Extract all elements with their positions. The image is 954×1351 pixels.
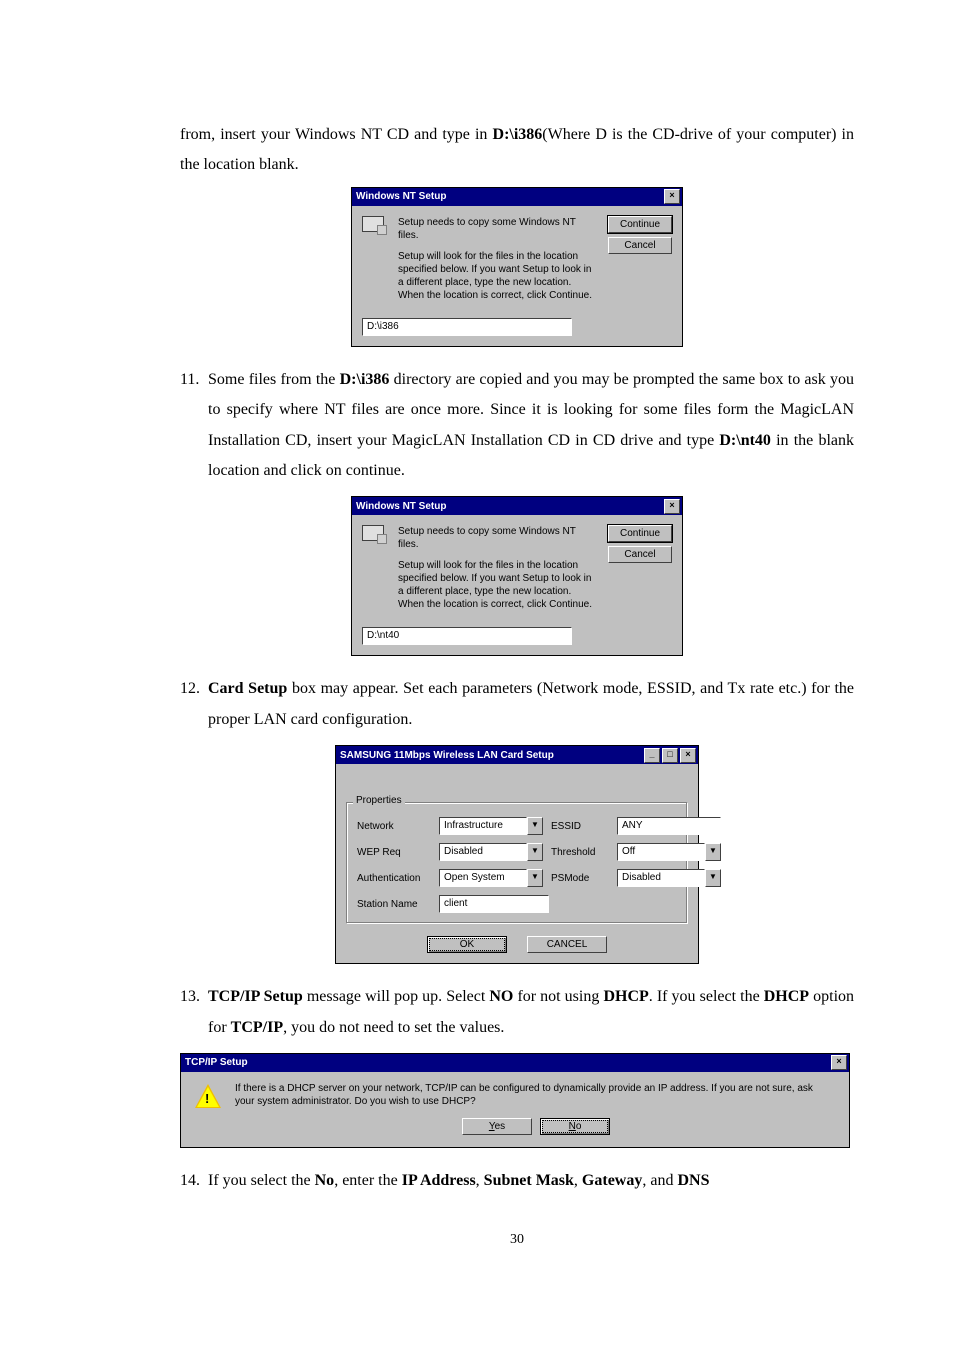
label-wepreq: WEP Req	[357, 847, 431, 858]
tcpip-setup-dialog: TCP/IP Setup × If there is a DHCP server…	[180, 1053, 850, 1148]
chevron-down-icon[interactable]: ▼	[705, 869, 721, 887]
label-auth: Authentication	[357, 873, 431, 884]
wepreq-combo[interactable]: Disabled ▼	[439, 843, 543, 861]
station-input[interactable]: client	[439, 895, 549, 913]
dialog1-title: Windows NT Setup	[356, 191, 446, 202]
auth-combo[interactable]: Open System ▼	[439, 869, 543, 887]
page-number: 30	[180, 1232, 854, 1248]
essid-input[interactable]: ANY	[617, 817, 721, 835]
yes-rest: es	[495, 1121, 506, 1132]
item11-text: Some files from the D:\i386 directory ar…	[208, 365, 854, 487]
dialog1-msg-a: Setup needs to copy some Windows NT file…	[398, 216, 598, 242]
dialog2-title: Windows NT Setup	[356, 501, 446, 512]
psmode-value: Disabled	[617, 869, 705, 887]
properties-group-label: Properties	[353, 795, 405, 806]
yes-button[interactable]: Yes	[462, 1118, 532, 1135]
item-num-12: 12.	[180, 674, 208, 741]
intro-bold: D:\i386	[493, 126, 543, 143]
path-input-1[interactable]: D:\i386	[362, 318, 572, 336]
folder-icon	[362, 525, 388, 551]
auth-value: Open System	[439, 869, 527, 887]
nt-setup-dialog-2: Windows NT Setup × Setup needs to copy s…	[351, 496, 683, 656]
psmode-combo[interactable]: Disabled ▼	[617, 869, 721, 887]
dialog1-titlebar: Windows NT Setup ×	[352, 188, 682, 206]
dialog2-msg-a: Setup needs to copy some Windows NT file…	[398, 525, 598, 551]
dialog3-title: SAMSUNG 11Mbps Wireless LAN Card Setup	[340, 750, 554, 761]
chevron-down-icon[interactable]: ▼	[527, 817, 543, 835]
wepreq-value: Disabled	[439, 843, 527, 861]
item-num-13: 13.	[180, 982, 208, 1049]
tcpip-message: If there is a DHCP server on your networ…	[235, 1082, 837, 1108]
continue-button[interactable]: Continue	[608, 216, 672, 233]
properties-group: Properties Network Infrastructure ▼ ESSI…	[346, 802, 688, 924]
item12-text: Card Setup box may appear. Set each para…	[208, 674, 854, 735]
no-rest: o	[576, 1121, 582, 1132]
dialog2-msg-b: Setup will look for the files in the loc…	[398, 559, 598, 611]
chevron-down-icon[interactable]: ▼	[527, 843, 543, 861]
close-icon[interactable]: ×	[664, 189, 680, 204]
no-button[interactable]: No	[540, 1118, 610, 1135]
intro-paragraph: from, insert your Windows NT CD and type…	[180, 120, 854, 181]
label-essid: ESSID	[551, 821, 609, 832]
dialog3-titlebar: SAMSUNG 11Mbps Wireless LAN Card Setup _…	[336, 746, 698, 764]
chevron-down-icon[interactable]: ▼	[705, 843, 721, 861]
threshold-value: Off	[617, 843, 705, 861]
close-icon[interactable]: ×	[664, 499, 680, 514]
item14-text: If you select the No, enter the IP Addre…	[208, 1166, 854, 1196]
warning-icon	[195, 1084, 221, 1108]
label-station: Station Name	[357, 899, 431, 910]
item-num-11: 11.	[180, 365, 208, 493]
close-icon[interactable]: ×	[680, 748, 696, 763]
nt-setup-dialog-1: Windows NT Setup × Setup needs to copy s…	[351, 187, 683, 347]
label-psmode: PSMode	[551, 873, 609, 884]
cancel-button[interactable]: Cancel	[608, 546, 672, 563]
dialog1-msg-b: Setup will look for the files in the loc…	[398, 250, 598, 302]
cancel-button[interactable]: Cancel	[608, 237, 672, 254]
dialog4-titlebar: TCP/IP Setup ×	[181, 1054, 849, 1072]
path-input-2[interactable]: D:\nt40	[362, 627, 572, 645]
card-setup-dialog: SAMSUNG 11Mbps Wireless LAN Card Setup _…	[335, 745, 699, 964]
chevron-down-icon[interactable]: ▼	[527, 869, 543, 887]
ok-button[interactable]: OK	[427, 936, 507, 953]
label-network: Network	[357, 821, 431, 832]
intro-a: from, insert your Windows NT CD and type…	[180, 126, 493, 143]
continue-button[interactable]: Continue	[608, 525, 672, 542]
cancel-button[interactable]: CANCEL	[527, 936, 607, 953]
dialog2-titlebar: Windows NT Setup ×	[352, 497, 682, 515]
item-num-14: 14.	[180, 1166, 208, 1202]
item13-text: TCP/IP Setup message will pop up. Select…	[208, 982, 854, 1043]
folder-icon	[362, 216, 388, 242]
minimize-icon[interactable]: _	[644, 748, 660, 763]
threshold-combo[interactable]: Off ▼	[617, 843, 721, 861]
dialog4-title: TCP/IP Setup	[185, 1057, 248, 1068]
network-combo[interactable]: Infrastructure ▼	[439, 817, 543, 835]
network-value: Infrastructure	[439, 817, 527, 835]
maximize-icon[interactable]: □	[662, 748, 678, 763]
close-icon[interactable]: ×	[831, 1055, 847, 1070]
label-threshold: Threshold	[551, 847, 609, 858]
